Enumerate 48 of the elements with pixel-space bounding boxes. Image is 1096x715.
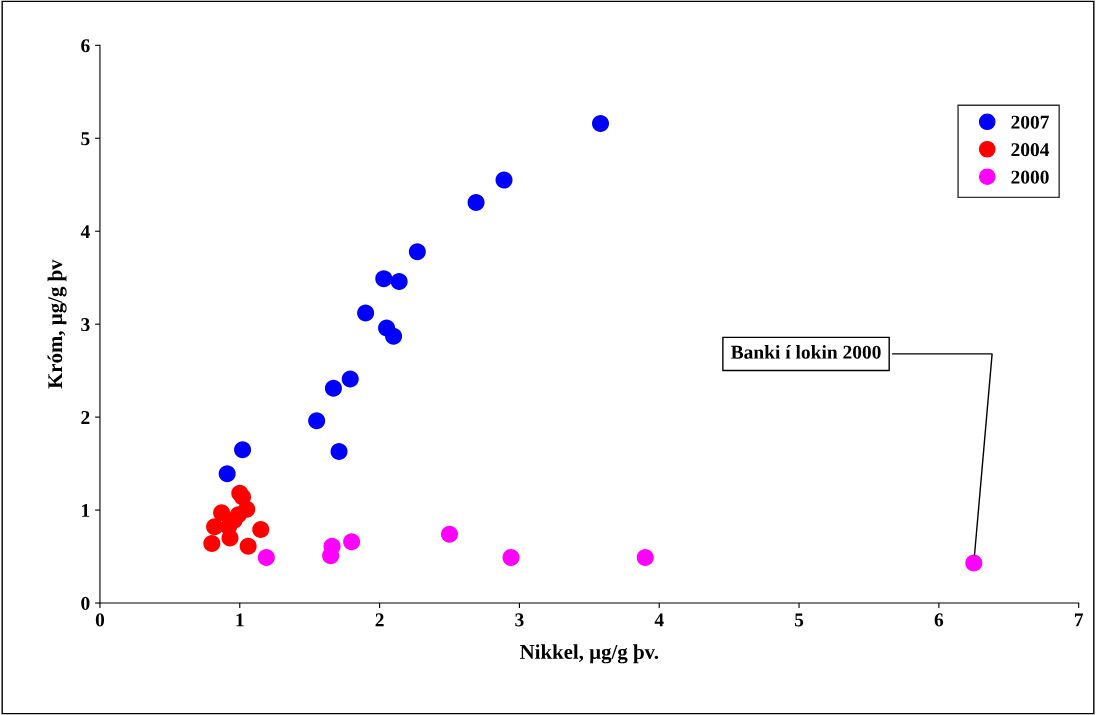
- point: [390, 272, 408, 290]
- legend-label: 2007: [1011, 115, 1049, 129]
- legend-label: 2000: [1011, 170, 1049, 184]
- point: [343, 533, 361, 551]
- point: [495, 171, 513, 189]
- x-axis-title: Nikkel, µg/g þv.: [520, 644, 659, 664]
- point: [408, 243, 426, 261]
- point: [218, 465, 236, 483]
- x-tick-label: 7: [1074, 613, 1084, 627]
- point: [467, 193, 485, 211]
- x-tick-label: 6: [934, 613, 944, 627]
- legend-label: 2004: [1011, 143, 1050, 157]
- point: [252, 521, 270, 539]
- point: [636, 548, 654, 566]
- x-tick-label: 3: [515, 613, 524, 627]
- y-tick-label: 3: [81, 318, 90, 332]
- point: [441, 525, 459, 543]
- x-tick-label: 5: [794, 613, 804, 627]
- point: [341, 370, 359, 388]
- point: [308, 412, 326, 430]
- x-tick-label: 2: [375, 613, 384, 627]
- x-tick-label: 0: [95, 613, 105, 627]
- point: [257, 548, 275, 566]
- y-axis-title: Króm, µg/g þv: [47, 259, 67, 389]
- point: [357, 304, 375, 322]
- point: [965, 554, 983, 572]
- point: [375, 270, 393, 288]
- point: [502, 548, 520, 566]
- point: [221, 529, 239, 547]
- point: [206, 518, 224, 536]
- point: [203, 535, 221, 553]
- x-tick-label: 1: [236, 613, 244, 627]
- x-tick-label: 4: [654, 613, 664, 627]
- point: [322, 547, 340, 565]
- y-tick-label: 1: [82, 503, 90, 517]
- y-tick-label: 4: [80, 225, 90, 238]
- point: [385, 327, 403, 345]
- annotation: Banki í lokin 2000: [730, 345, 881, 359]
- point: [225, 511, 243, 529]
- point: [324, 379, 342, 397]
- y-tick-label: 6: [81, 39, 90, 53]
- point: [330, 443, 348, 461]
- y-tick-label: 0: [81, 596, 90, 610]
- point: [239, 537, 257, 555]
- point: [592, 114, 610, 132]
- point: [234, 441, 252, 459]
- y-tick-label: 5: [81, 132, 90, 146]
- y-tick-label: 2: [81, 411, 90, 424]
